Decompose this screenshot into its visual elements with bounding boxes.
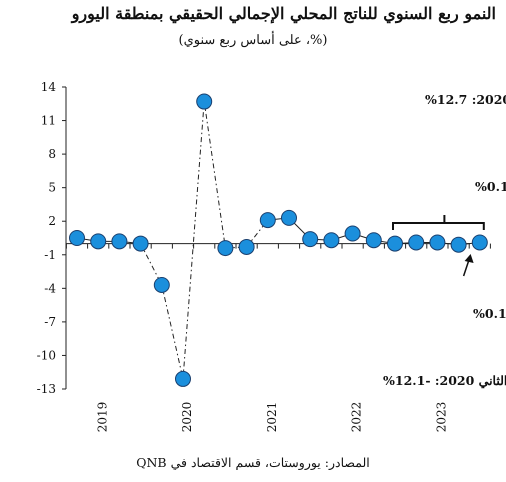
- y-tick-label: 8: [48, 147, 56, 161]
- y-tick-label: -10: [37, 348, 56, 362]
- data-point-2022Q3: [365, 232, 382, 249]
- data-point-2023Q3: [450, 236, 467, 253]
- y-tick-label: 14: [41, 80, 57, 94]
- series-segment: [182, 101, 205, 379]
- data-point-2023Q1: [408, 234, 425, 251]
- data-point-2023Q2: [429, 234, 446, 251]
- chart-subtitle: (%، على أساس ربع سنوي): [178, 33, 328, 48]
- y-tick-label: 11: [41, 114, 56, 128]
- data-point-2022Q2: [344, 225, 361, 242]
- x-year-label: 2023: [435, 402, 449, 433]
- y-tick-label: -4: [44, 281, 56, 295]
- data-point-2020Q3: [196, 93, 213, 110]
- x-year-label: 2022: [350, 402, 364, 433]
- series-segment: [203, 101, 226, 249]
- annotation-q3-2023: الربع الثالث 2023: -0.1%: [473, 306, 506, 322]
- data-point-2021Q1: [238, 238, 255, 255]
- data-point-2020Q1: [153, 276, 170, 293]
- data-point-2022Q1: [323, 232, 340, 249]
- x-year-label: 2019: [95, 402, 109, 433]
- series-points: [69, 93, 488, 387]
- y-tick-label: -13: [37, 382, 56, 396]
- data-point-2020Q2: [175, 370, 191, 387]
- annotation-q3-2020: الربع الثالث 2020: 12.7%: [425, 92, 506, 108]
- x-year-label: 2020: [180, 402, 194, 433]
- series-segment: [161, 284, 184, 380]
- y-tick-label: -7: [44, 315, 56, 329]
- arrow-head: [464, 254, 474, 263]
- y-tick-label: 2: [48, 214, 56, 228]
- chart-title: النمو ربع السنوي للناتج المحلي الإجمالي …: [71, 4, 496, 23]
- data-point-2019Q2: [90, 233, 107, 250]
- data-point-2022Q4: [387, 235, 403, 252]
- y-tick-label: 5: [48, 181, 56, 195]
- data-point-2021Q4: [302, 231, 319, 248]
- data-point-2021Q3: [281, 209, 297, 226]
- data-point-2019Q3: [111, 233, 128, 250]
- annotation-q4-growth: النمو في الربع الرابع: 0.1%: [475, 179, 506, 195]
- bracket-2023: [392, 215, 485, 230]
- annotations: الربع الثالث 2020: 12.7% النمو في الربع …: [383, 92, 506, 389]
- data-point-2019Q4: [132, 235, 149, 252]
- y-tick-label: -1: [44, 248, 56, 262]
- data-point-2020Q4: [217, 240, 234, 257]
- data-point-2019Q1: [69, 230, 85, 246]
- data-point-2023Q4: [471, 234, 488, 251]
- annotation-q2-2020: الربع الثاني 2020: -12.1%: [383, 373, 506, 389]
- data-point-2021Q2: [259, 212, 276, 229]
- x-year-label: 2021: [265, 402, 279, 433]
- chart-source: المصادر: يوروستات، قسم الاقتصاد في QNB: [136, 455, 370, 470]
